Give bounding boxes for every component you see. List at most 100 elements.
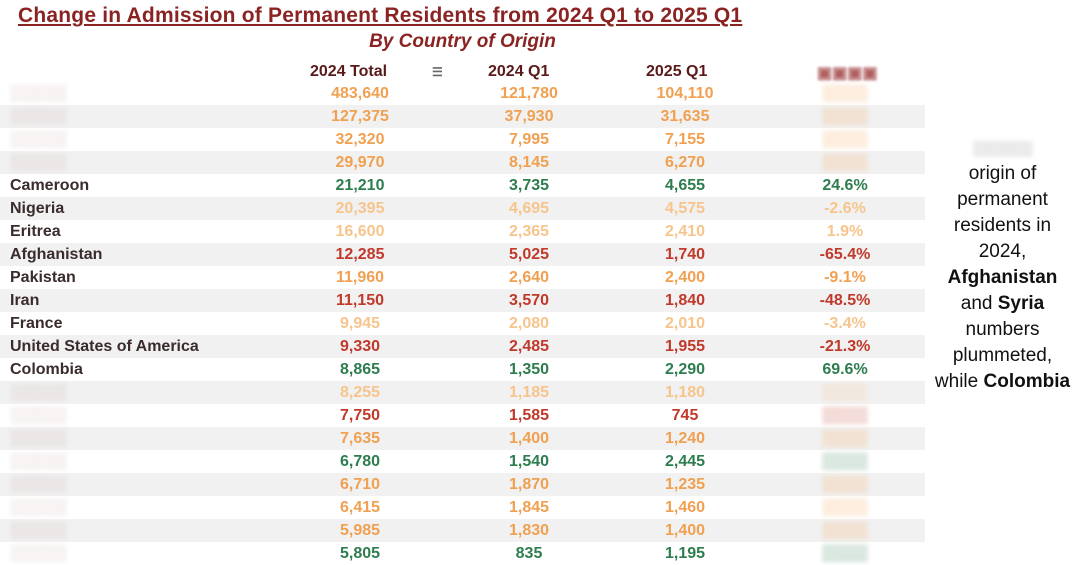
side-line-2: permanent: [957, 189, 1048, 210]
column-header-2025-q1[interactable]: 2025 Q1: [646, 63, 708, 80]
change-cell: -21.3%: [819, 338, 871, 355]
q1-2024-cell: 2,485: [508, 338, 550, 355]
q1-2025-cell: 6,270: [664, 154, 706, 171]
q1-2024-cell: 4,695: [508, 200, 550, 217]
q1-2025-cell: 7,155: [664, 131, 706, 148]
total-cell: 32,320: [335, 131, 385, 148]
q1-2024-cell: 8,145: [508, 154, 550, 171]
side-line-3: residents in: [953, 215, 1052, 236]
change-cell: -65.4%: [819, 246, 871, 263]
side-line-6: and Syria: [925, 291, 1080, 317]
column-header-change: ▣▣▣▣: [817, 65, 878, 82]
q1-2025-cell: 31,635: [660, 108, 710, 125]
country-cell: ░░░░░: [10, 476, 67, 493]
change-cell: 69.6%: [822, 361, 868, 378]
q1-2025-cell: 1,955: [664, 338, 706, 355]
country-cell: Eritrea: [10, 223, 61, 240]
filter-icon[interactable]: ☰: [432, 65, 443, 79]
change-cell: -3.4%: [824, 315, 866, 332]
table-row: ░░░░░ 6,780 1,540 2,445 ▒▒▒▒: [0, 450, 925, 473]
q1-2025-cell: 745: [671, 407, 699, 424]
q1-2024-cell: 1,585: [508, 407, 550, 424]
data-table: 2024 Total ☰ 2024 Q1 2025 Q1 ▣▣▣▣ ░░░░░ 4…: [0, 60, 925, 565]
country-cell: Cameroon: [10, 177, 90, 194]
total-cell: 8,255: [339, 384, 381, 401]
change-cell: ▒▒▒▒: [822, 453, 868, 470]
table-header: 2024 Total ☰ 2024 Q1 2025 Q1 ▣▣▣▣: [0, 60, 925, 82]
side-syria: Syria: [997, 293, 1045, 314]
table-row: ░░░░░ 29,970 8,145 6,270 ▒▒▒▒: [0, 151, 925, 174]
country-cell: ░░░░░: [10, 499, 67, 516]
side-annotation: ░░░░░░ origin of permanent residents in …: [925, 135, 1080, 395]
side-line-4: 2024,: [978, 241, 1027, 262]
q1-2024-cell: 1,400: [508, 430, 550, 447]
table-row: Eritrea 16,600 2,365 2,410 1.9%: [0, 220, 925, 243]
column-header-2024-q1[interactable]: 2024 Q1: [488, 63, 550, 80]
side-and: and: [960, 293, 993, 314]
q1-2025-cell: 1,180: [664, 384, 706, 401]
table-row: Colombia 8,865 1,350 2,290 69.6%: [0, 358, 925, 381]
country-cell: Pakistan: [10, 269, 76, 286]
q1-2024-cell: 7,995: [508, 131, 550, 148]
change-cell: ▒▒▒▒: [822, 430, 868, 447]
table-row: France 9,945 2,080 2,010 -3.4%: [0, 312, 925, 335]
change-cell: -2.6%: [824, 200, 866, 217]
change-cell: -9.1%: [824, 269, 866, 286]
table-row: ░░░░░ 5,805 835 1,195 ▒▒▒▒: [0, 542, 925, 565]
table-row: Afghanistan 12,285 5,025 1,740 -65.4%: [0, 243, 925, 266]
total-cell: 483,640: [331, 85, 389, 102]
total-cell: 127,375: [331, 108, 389, 125]
total-cell: 12,285: [335, 246, 385, 263]
q1-2024-cell: 1,540: [508, 453, 550, 470]
total-cell: 5,985: [339, 522, 381, 539]
country-cell: ░░░░░: [10, 131, 67, 148]
side-line-9: while Colombia: [925, 369, 1080, 395]
country-cell: ░░░░░: [10, 522, 67, 539]
total-cell: 7,750: [339, 407, 381, 424]
country-cell: ░░░░░: [10, 108, 67, 125]
total-cell: 6,780: [339, 453, 381, 470]
table-row: Iran 11,150 3,570 1,840 -48.5%: [0, 289, 925, 312]
side-line-1: origin of: [968, 163, 1037, 184]
change-cell: 24.6%: [822, 177, 868, 194]
q1-2024-cell: 2,640: [508, 269, 550, 286]
q1-2024-cell: 5,025: [508, 246, 550, 263]
total-cell: 9,945: [339, 315, 381, 332]
change-cell: ▒▒▒▒: [822, 407, 868, 424]
q1-2025-cell: 1,240: [664, 430, 706, 447]
total-cell: 9,330: [339, 338, 381, 355]
q1-2024-cell: 3,735: [508, 177, 550, 194]
q1-2024-cell: 835: [515, 545, 543, 562]
total-cell: 16,600: [335, 223, 385, 240]
side-afghanistan: Afghanistan: [947, 267, 1058, 288]
table-row: ░░░░░ 127,375 37,930 31,635 ▒▒▒▒: [0, 105, 925, 128]
table-row: Pakistan 11,960 2,640 2,400 -9.1%: [0, 266, 925, 289]
q1-2025-cell: 2,410: [664, 223, 706, 240]
table-body: ░░░░░ 483,640 121,780 104,110 ▒▒▒▒ ░░░░░ 127,3…: [0, 82, 925, 565]
country-cell: ░░░░░: [10, 453, 67, 470]
country-cell: ░░░░░: [10, 545, 67, 562]
total-cell: 11,150: [335, 292, 385, 309]
country-cell: ░░░░░: [10, 384, 67, 401]
country-cell: Nigeria: [10, 200, 65, 217]
change-cell: ▒▒▒▒: [822, 85, 868, 102]
column-header-2024-total[interactable]: 2024 Total: [310, 63, 388, 80]
country-cell: Afghanistan: [10, 246, 103, 263]
q1-2025-cell: 2,290: [664, 361, 706, 378]
change-cell: ▒▒▒▒: [822, 522, 868, 539]
q1-2025-cell: 4,655: [664, 177, 706, 194]
change-cell: ▒▒▒▒: [822, 499, 868, 516]
table-row: Nigeria 20,395 4,695 4,575 -2.6%: [0, 197, 925, 220]
q1-2025-cell: 1,195: [664, 545, 706, 562]
country-cell: ░░░░░: [10, 430, 67, 447]
side-annotation-blurred-line: ░░░░░░: [972, 140, 1033, 156]
table-row: ░░░░░ 483,640 121,780 104,110 ▒▒▒▒: [0, 82, 925, 105]
total-cell: 5,805: [339, 545, 381, 562]
q1-2025-cell: 2,445: [664, 453, 706, 470]
table-row: ░░░░░ 6,710 1,870 1,235 ▒▒▒▒: [0, 473, 925, 496]
change-cell: ▒▒▒▒: [822, 154, 868, 171]
table-row: ░░░░░ 6,415 1,845 1,460 ▒▒▒▒: [0, 496, 925, 519]
table-row: United States of America 9,330 2,485 1,955 -…: [0, 335, 925, 358]
total-cell: 20,395: [335, 200, 385, 217]
q1-2025-cell: 1,460: [664, 499, 706, 516]
